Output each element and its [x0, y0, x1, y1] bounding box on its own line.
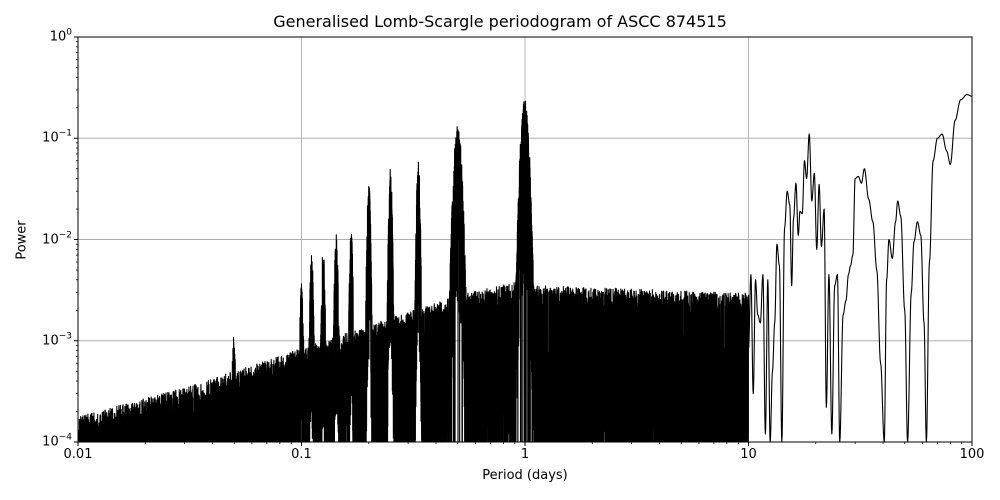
chart-title: Generalised Lomb-Scargle periodogram of …: [273, 12, 727, 31]
y-tick-label: 10−4: [42, 432, 72, 450]
y-tick-label: 10−3: [42, 331, 72, 349]
x-tick-label: 0.01: [63, 447, 93, 462]
y-tick-label: 10−2: [42, 230, 72, 248]
x-tick-label: 10: [740, 447, 757, 462]
y-tick-label: 10−1: [42, 128, 72, 146]
periodogram-line: [78, 94, 972, 442]
x-axis-label: Period (days): [482, 468, 568, 483]
y-tick-label: 100: [49, 27, 72, 45]
x-tick-label: 1: [520, 447, 530, 462]
x-tick-label: 100: [959, 447, 985, 462]
tick-marks: [74, 36, 973, 446]
x-tick-label: 0.1: [291, 447, 312, 462]
